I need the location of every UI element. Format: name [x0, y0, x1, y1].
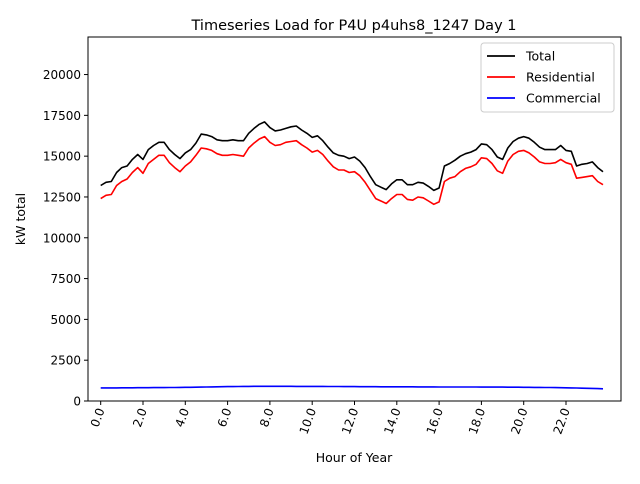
x-tick-label: 2.0	[130, 406, 150, 429]
series-line-commercial	[100, 385, 604, 390]
y-tick-label: 20000	[43, 68, 81, 82]
series-lines	[100, 121, 604, 390]
y-tick-label: 12500	[43, 190, 81, 204]
series-line-residential	[100, 135, 604, 206]
legend-label-total: Total	[525, 49, 555, 64]
legend-label-residential: Residential	[526, 70, 595, 85]
y-tick-label: 5000	[50, 313, 81, 327]
y-tick-label: 0	[73, 395, 81, 409]
y-axis-label: kW total	[13, 193, 28, 245]
y-tick-label: 10000	[43, 231, 81, 245]
x-tick-label: 4.0	[172, 406, 192, 429]
y-tick-label: 7500	[50, 272, 81, 286]
legend-label-commercial: Commercial	[526, 91, 601, 106]
x-axis-label: Hour of Year	[316, 450, 393, 465]
plot-frame	[87, 36, 622, 402]
y-tick-label: 17500	[43, 109, 81, 123]
x-tick-label: 0.0	[88, 406, 108, 429]
x-tick-label: 8.0	[257, 406, 277, 429]
series-line-total	[100, 121, 604, 192]
legend-box	[480, 42, 615, 113]
chart-title: Timeseries Load for P4U p4uhs8_1247 Day …	[191, 18, 517, 34]
y-tick-label: 2500	[50, 354, 81, 368]
legend: Total Residential Commercial	[480, 42, 615, 113]
y-tick-label: 15000	[43, 150, 81, 164]
x-tick-label: 6.0	[215, 406, 235, 429]
y-axis-ticks: 0 2500 5000 7500 10000 12500 15000 17500 20000	[43, 68, 88, 409]
